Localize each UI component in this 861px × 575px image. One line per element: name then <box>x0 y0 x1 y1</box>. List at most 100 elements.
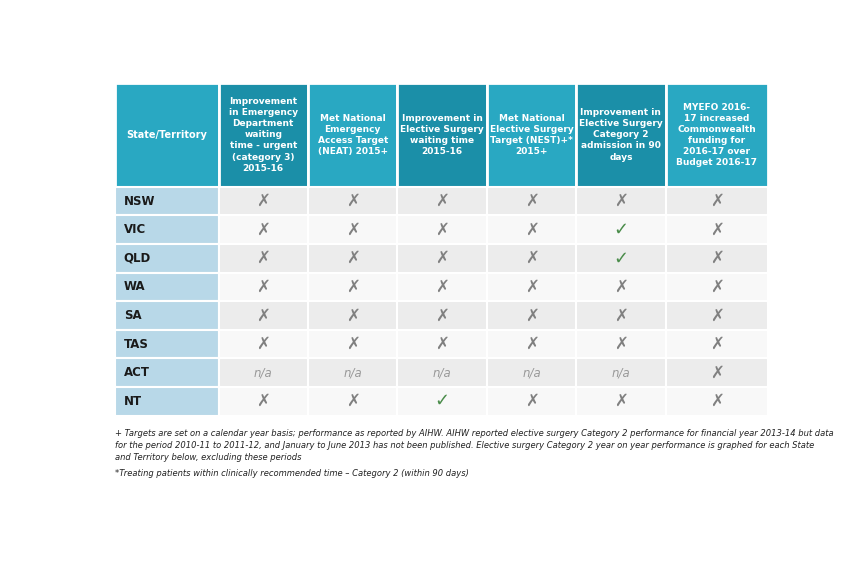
Bar <box>486 301 575 329</box>
Bar <box>307 83 397 187</box>
Bar <box>115 301 219 329</box>
Text: ✗: ✗ <box>524 221 538 239</box>
Text: n/a: n/a <box>254 366 272 379</box>
Text: TAS: TAS <box>124 338 148 351</box>
Bar <box>115 273 219 301</box>
Bar <box>397 329 486 358</box>
Bar <box>665 216 767 244</box>
Text: Improvement in
Elective Surgery
waiting time
2015-16: Improvement in Elective Surgery waiting … <box>400 114 483 156</box>
Text: SA: SA <box>124 309 141 322</box>
Text: State/Territory: State/Territory <box>127 130 208 140</box>
Text: ✓: ✓ <box>434 392 449 410</box>
Bar <box>665 83 767 187</box>
Bar <box>575 358 665 387</box>
Text: ✗: ✗ <box>709 363 723 382</box>
Bar <box>307 358 397 387</box>
Bar <box>665 273 767 301</box>
Text: ✗: ✗ <box>345 335 359 353</box>
Text: VIC: VIC <box>124 223 146 236</box>
Bar <box>575 387 665 416</box>
Text: NSW: NSW <box>124 194 155 208</box>
Bar <box>219 358 307 387</box>
Text: ✗: ✗ <box>524 306 538 324</box>
Text: ✗: ✗ <box>256 250 270 267</box>
Text: ✗: ✗ <box>524 250 538 267</box>
Bar <box>486 83 575 187</box>
Text: ✗: ✗ <box>345 192 359 210</box>
Text: ✗: ✗ <box>709 221 723 239</box>
Bar <box>486 387 575 416</box>
Bar <box>219 273 307 301</box>
Text: + Targets are set on a calendar year basis; performance as reported by AIHW. AIH: + Targets are set on a calendar year bas… <box>115 430 833 462</box>
Text: n/a: n/a <box>343 366 362 379</box>
Bar <box>575 301 665 329</box>
Bar <box>307 329 397 358</box>
Bar <box>307 187 397 216</box>
Text: ✗: ✗ <box>345 278 359 296</box>
Bar <box>575 244 665 273</box>
Text: ✗: ✗ <box>613 306 627 324</box>
Text: ✗: ✗ <box>524 392 538 410</box>
Text: ✗: ✗ <box>709 278 723 296</box>
Bar <box>397 216 486 244</box>
Bar <box>397 301 486 329</box>
Text: n/a: n/a <box>610 366 629 379</box>
Bar <box>665 358 767 387</box>
Text: ✗: ✗ <box>709 335 723 353</box>
Bar <box>665 301 767 329</box>
Bar <box>486 216 575 244</box>
Text: ✓: ✓ <box>613 250 628 267</box>
Text: NT: NT <box>124 394 142 408</box>
Text: ✗: ✗ <box>345 221 359 239</box>
Text: Met National
Emergency
Access Target
(NEAT) 2015+: Met National Emergency Access Target (NE… <box>317 114 387 156</box>
Text: ✗: ✗ <box>709 306 723 324</box>
Bar <box>397 187 486 216</box>
Text: ✗: ✗ <box>709 392 723 410</box>
Bar <box>665 329 767 358</box>
Bar <box>115 187 219 216</box>
Bar <box>219 216 307 244</box>
Text: ✗: ✗ <box>345 250 359 267</box>
Bar <box>219 387 307 416</box>
Bar <box>575 329 665 358</box>
Bar <box>486 244 575 273</box>
Bar <box>307 387 397 416</box>
Bar <box>115 387 219 416</box>
Text: ✓: ✓ <box>613 221 628 239</box>
Bar <box>307 301 397 329</box>
Text: ✗: ✗ <box>435 306 449 324</box>
Bar <box>486 273 575 301</box>
Text: ✗: ✗ <box>256 221 270 239</box>
Text: ✗: ✗ <box>435 192 449 210</box>
Bar <box>575 216 665 244</box>
Bar <box>665 244 767 273</box>
Bar <box>219 244 307 273</box>
Text: ✗: ✗ <box>256 278 270 296</box>
Bar <box>397 273 486 301</box>
Text: ✗: ✗ <box>613 392 627 410</box>
Text: ✗: ✗ <box>435 221 449 239</box>
Bar <box>307 216 397 244</box>
Bar <box>307 273 397 301</box>
Bar <box>397 358 486 387</box>
Bar <box>575 187 665 216</box>
Bar <box>575 273 665 301</box>
Text: MYEFO 2016-
17 increased
Commonwealth
funding for
2016-17 over
Budget 2016-17: MYEFO 2016- 17 increased Commonwealth fu… <box>676 102 757 167</box>
Text: ✗: ✗ <box>435 278 449 296</box>
Bar <box>219 83 307 187</box>
Bar <box>486 358 575 387</box>
Bar <box>665 387 767 416</box>
Bar <box>307 244 397 273</box>
Bar <box>486 329 575 358</box>
Text: ✗: ✗ <box>435 250 449 267</box>
Bar <box>665 187 767 216</box>
Text: ✗: ✗ <box>524 335 538 353</box>
Text: ✗: ✗ <box>613 278 627 296</box>
Bar <box>115 329 219 358</box>
Text: ✗: ✗ <box>435 335 449 353</box>
Bar <box>575 83 665 187</box>
Text: n/a: n/a <box>522 366 540 379</box>
Text: ✗: ✗ <box>709 192 723 210</box>
Text: ✗: ✗ <box>256 306 270 324</box>
Bar <box>397 387 486 416</box>
